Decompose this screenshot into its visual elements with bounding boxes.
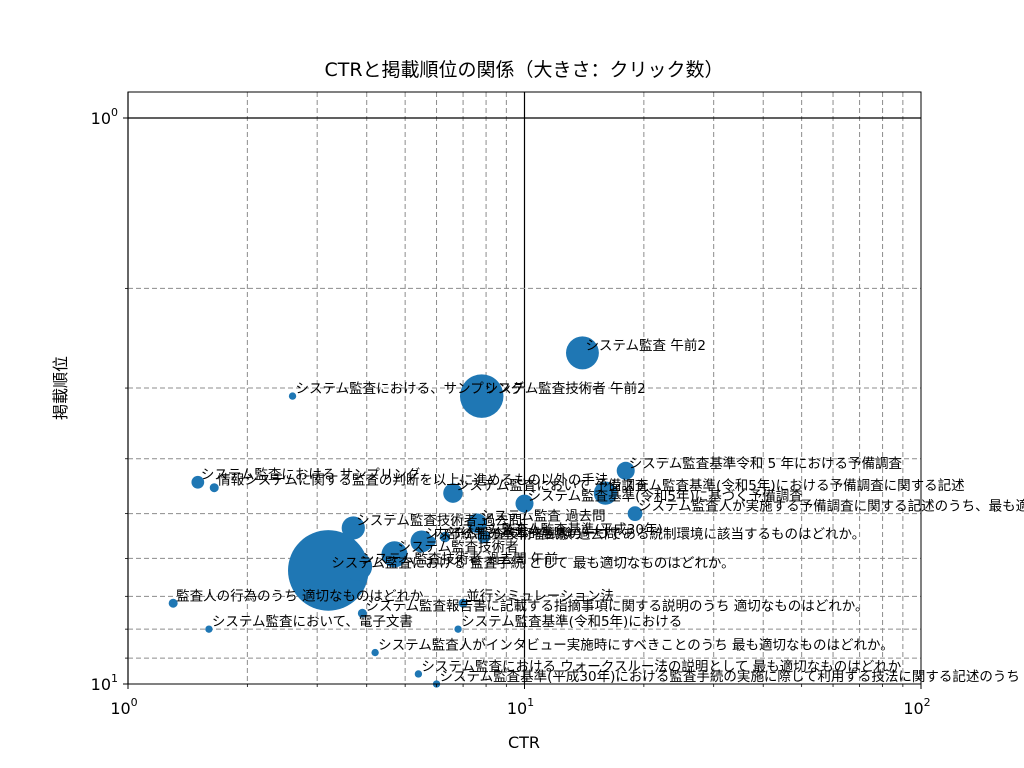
data-point-label: 並行シミュレーション法	[466, 588, 614, 604]
data-point	[425, 536, 436, 547]
y-tick-label: 101	[91, 672, 118, 694]
data-point	[410, 530, 433, 553]
data-point	[593, 481, 618, 505]
data-point-label: システム監査技術者 過去問	[356, 512, 522, 529]
x-tick-label: 102	[903, 696, 930, 718]
data-point	[205, 625, 213, 633]
y-tick-label: 100	[91, 106, 118, 128]
data-point	[459, 374, 504, 418]
data-point-label: システム監査における ウォークスルー法の説明として 最も適切なものはどれか	[421, 658, 901, 675]
data-point	[288, 530, 369, 611]
data-point	[357, 608, 367, 618]
data-point	[616, 461, 635, 480]
data-point	[341, 516, 365, 540]
data-point	[565, 336, 599, 370]
data-point-label: システム監査基準(令和5年)における	[461, 613, 682, 630]
data-points	[168, 336, 643, 688]
data-point-label: システム監査 午前2	[585, 337, 705, 354]
data-point	[467, 513, 487, 533]
data-point-label: 内部統制の基本的要素の一つである統制環境に該当するものはどれか。	[434, 525, 866, 542]
data-point-label: システム監査人が実施する予備調査に関する記述のうち、最も適切なもの	[638, 498, 1024, 515]
data-point-label: システム監査人がインタビュー実施時にすべきことのうち 最も適切なものはどれか。	[378, 637, 894, 654]
data-point-label: システム監査基準(平成30年)	[487, 521, 663, 538]
data-point	[371, 648, 379, 657]
data-point-label: システム監査において、電子文書	[212, 613, 413, 630]
grid-lines	[127, 92, 921, 684]
data-point-label: システム監査報告書に記載する指摘事項に関する説明のうち 適切なものはどれか。	[365, 597, 868, 614]
data-point	[209, 483, 219, 493]
data-point-label: システム監査技術者 過去問 午前	[361, 550, 558, 567]
data-point-label: システム監査における 監査手続 として 最も適切なものはどれか。	[331, 554, 734, 571]
data-point-label: システム監査 過去問	[480, 507, 605, 524]
data-point-label: システム監査における、サンプリング	[296, 380, 525, 397]
data-point-label: システム監査において 予備調査	[456, 477, 649, 494]
chart-title: CTRと掲載順位の関係（大きさ：クリック数）	[324, 59, 723, 81]
data-point-label: システム監査基準令和 5 年における予備調査	[629, 455, 903, 472]
data-point	[168, 598, 178, 608]
data-point	[288, 392, 297, 400]
data-point-label: システム監査基準(令和5年)における予備調査に関する記述	[608, 477, 964, 494]
data-point-label: システム監査基準(平成30年)における監査手続の実施に際して利用する技法に関する…	[440, 668, 1024, 685]
data-point	[477, 530, 491, 544]
data-point	[515, 494, 534, 513]
x-tick-label: 101	[507, 696, 534, 718]
data-point	[443, 483, 463, 503]
data-point-label: システム監査基準(令和5年)に基づく予備調査	[528, 488, 804, 505]
data-point	[454, 625, 462, 633]
x-axis-label: CTR	[508, 733, 540, 752]
y-axis-label: 掲載順位	[51, 356, 70, 420]
data-point-label: システム監査技術者試験 過去問	[425, 525, 618, 542]
data-point	[627, 506, 643, 521]
data-point	[439, 531, 451, 543]
x-tick-label: 100	[110, 696, 137, 718]
data-point	[414, 670, 423, 678]
data-point	[381, 541, 408, 568]
point-labels: システム監査 午前2 システム監査技術者 午前2システム監査における、サンプリング…	[176, 337, 1024, 685]
data-point-label: 情報システムに関する監査の判断を以上に進めるもの以外の手法	[217, 472, 608, 489]
data-point-label: システム監査技術者	[397, 538, 518, 555]
data-point	[191, 475, 205, 489]
data-point-label: システム監査人	[448, 521, 543, 538]
data-point-label: システム監査技術者 午前2	[485, 380, 646, 397]
data-point	[343, 552, 373, 581]
data-point-label: 監査人の行為のうち 適切なものはどれか	[176, 587, 424, 604]
data-point-label: システム監査における サンプリング	[201, 466, 420, 483]
data-point	[458, 598, 468, 608]
